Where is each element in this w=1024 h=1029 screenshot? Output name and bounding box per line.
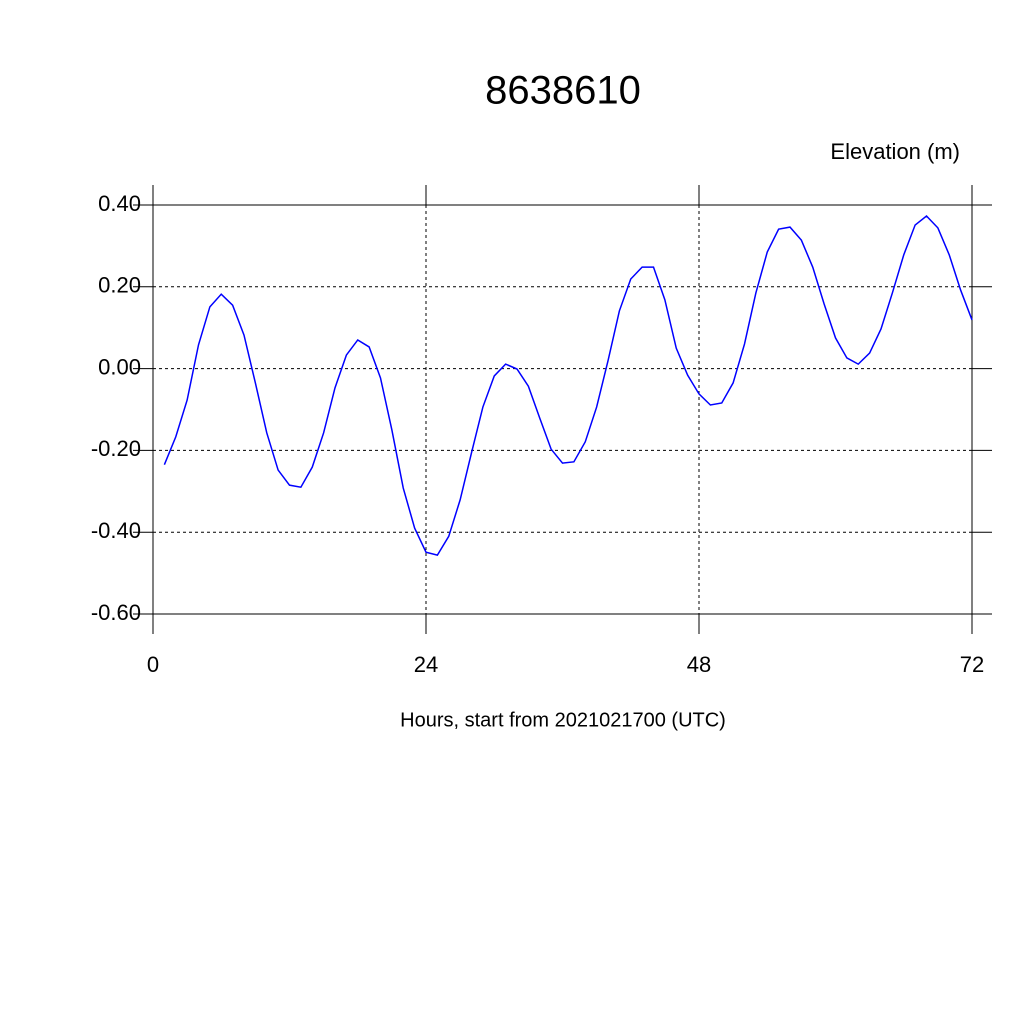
y-tick-label: -0.60 xyxy=(91,600,141,625)
x-tick-label: 0 xyxy=(147,652,159,677)
x-axis-label: Hours, start from 2021021700 (UTC) xyxy=(400,709,726,731)
y-tick-label: -0.40 xyxy=(91,518,141,543)
plot-frame xyxy=(152,204,973,615)
y-tick-label: -0.20 xyxy=(91,436,141,461)
data-line xyxy=(163,215,973,556)
x-tick-label: 72 xyxy=(960,652,984,677)
x-tick-label: 24 xyxy=(414,652,438,677)
y-tick-label: 0.00 xyxy=(98,354,141,379)
chart-title: 8638610 xyxy=(485,69,641,113)
x-tick-label: 48 xyxy=(687,652,711,677)
y-tick-label: 0.40 xyxy=(98,191,141,216)
y-axis-label: Elevation (m) xyxy=(830,139,960,164)
y-tick-label: 0.20 xyxy=(98,273,141,298)
